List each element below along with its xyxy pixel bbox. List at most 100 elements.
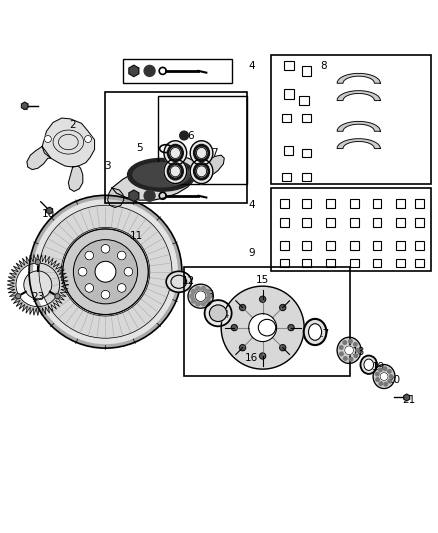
Ellipse shape — [194, 144, 209, 161]
Text: 7: 7 — [211, 148, 218, 158]
Circle shape — [388, 379, 392, 383]
Circle shape — [191, 289, 196, 294]
Bar — [326, 241, 335, 250]
Ellipse shape — [194, 163, 209, 180]
Bar — [123, 59, 232, 83]
Circle shape — [240, 345, 246, 351]
Bar — [350, 241, 359, 250]
Circle shape — [195, 291, 206, 302]
Circle shape — [249, 313, 277, 342]
Text: 14: 14 — [217, 310, 230, 319]
Bar — [326, 199, 335, 207]
Ellipse shape — [308, 324, 321, 340]
Bar — [280, 259, 289, 268]
Text: 1: 1 — [21, 102, 28, 112]
Circle shape — [384, 382, 388, 386]
Text: 2: 2 — [69, 119, 76, 130]
Circle shape — [201, 302, 205, 306]
Bar — [326, 219, 335, 227]
Circle shape — [39, 205, 172, 338]
Circle shape — [196, 302, 200, 306]
Ellipse shape — [304, 319, 326, 345]
Bar — [272, 55, 431, 183]
Polygon shape — [337, 139, 380, 149]
Circle shape — [376, 373, 379, 376]
Circle shape — [356, 349, 359, 352]
Bar — [373, 199, 381, 207]
Bar — [280, 241, 289, 250]
Bar — [416, 241, 424, 250]
Bar — [396, 259, 405, 268]
Circle shape — [376, 378, 379, 381]
Bar — [299, 96, 309, 106]
Bar — [326, 259, 335, 268]
Circle shape — [343, 357, 347, 360]
Bar — [184, 266, 350, 376]
Ellipse shape — [196, 166, 207, 177]
Circle shape — [74, 240, 138, 304]
Text: 6: 6 — [187, 131, 194, 141]
Ellipse shape — [167, 163, 183, 180]
Text: 5: 5 — [136, 143, 143, 153]
Text: 10: 10 — [42, 209, 55, 219]
Bar — [285, 147, 293, 155]
Text: 9: 9 — [248, 248, 255, 259]
Circle shape — [389, 375, 393, 378]
Polygon shape — [404, 394, 410, 401]
Text: 4: 4 — [248, 199, 255, 209]
Bar — [302, 241, 311, 250]
Bar — [106, 92, 247, 203]
Circle shape — [201, 287, 205, 291]
Bar — [416, 199, 424, 207]
Bar — [396, 241, 405, 250]
Ellipse shape — [190, 141, 213, 165]
Circle shape — [16, 263, 60, 306]
Ellipse shape — [170, 148, 180, 158]
Polygon shape — [27, 147, 51, 169]
Circle shape — [180, 131, 188, 140]
Bar — [373, 241, 381, 250]
Text: 20: 20 — [387, 375, 400, 385]
Circle shape — [260, 353, 266, 359]
Circle shape — [101, 290, 110, 299]
Bar — [350, 219, 359, 227]
Circle shape — [379, 382, 383, 385]
Polygon shape — [68, 166, 83, 191]
Circle shape — [85, 284, 94, 292]
Circle shape — [190, 294, 194, 298]
Text: 21: 21 — [402, 394, 416, 405]
Bar — [373, 259, 381, 268]
Polygon shape — [129, 65, 139, 77]
Circle shape — [35, 260, 40, 265]
Bar — [396, 219, 405, 227]
Circle shape — [85, 251, 94, 260]
Bar — [302, 149, 311, 157]
Bar — [280, 219, 289, 227]
Bar — [350, 259, 359, 268]
Circle shape — [55, 294, 60, 299]
Polygon shape — [337, 122, 380, 131]
Circle shape — [354, 354, 357, 358]
Circle shape — [383, 367, 387, 370]
Ellipse shape — [196, 148, 207, 158]
Circle shape — [388, 370, 391, 373]
Polygon shape — [112, 157, 199, 200]
Circle shape — [353, 343, 357, 346]
Circle shape — [63, 229, 148, 314]
Bar — [301, 66, 311, 76]
Ellipse shape — [167, 144, 183, 161]
Text: 19: 19 — [372, 362, 385, 372]
Circle shape — [191, 298, 196, 303]
Ellipse shape — [164, 159, 187, 183]
Circle shape — [240, 304, 246, 311]
Text: 8: 8 — [321, 61, 327, 71]
Polygon shape — [108, 188, 124, 207]
Circle shape — [24, 271, 52, 299]
Circle shape — [78, 268, 87, 276]
Text: 11: 11 — [129, 231, 143, 241]
Circle shape — [260, 296, 266, 302]
Polygon shape — [21, 102, 28, 109]
Ellipse shape — [205, 300, 232, 326]
Circle shape — [101, 245, 110, 253]
Circle shape — [345, 346, 353, 354]
